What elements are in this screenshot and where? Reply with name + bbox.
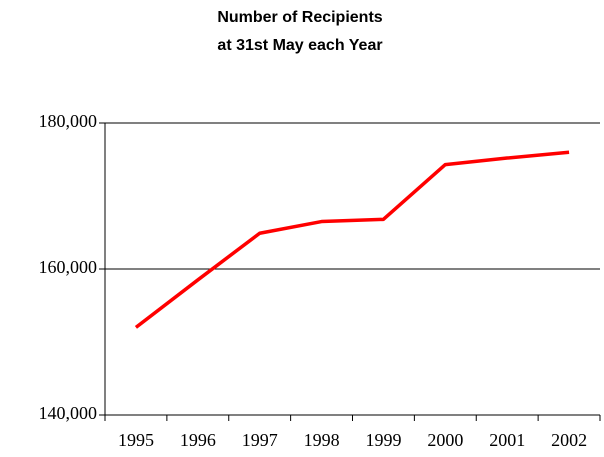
- y-tick-label: 160,000: [39, 257, 98, 277]
- y-tick-label: 140,000: [39, 403, 98, 423]
- data-line: [134, 150, 570, 329]
- x-tick-label: 1998: [304, 430, 340, 450]
- chart-title: at 31st May each Year: [217, 37, 382, 54]
- chart-title: Number of Recipients: [217, 9, 382, 26]
- x-tick-label: 1995: [118, 430, 154, 450]
- x-tick-label: 1999: [365, 430, 401, 450]
- x-tick-label: 2002: [551, 430, 587, 450]
- x-tick-label: 2000: [427, 430, 463, 450]
- y-tick-label: 180,000: [39, 111, 98, 131]
- x-tick-label: 1997: [242, 430, 278, 450]
- x-tick-label: 1996: [180, 430, 216, 450]
- x-tick-label: 2001: [489, 430, 525, 450]
